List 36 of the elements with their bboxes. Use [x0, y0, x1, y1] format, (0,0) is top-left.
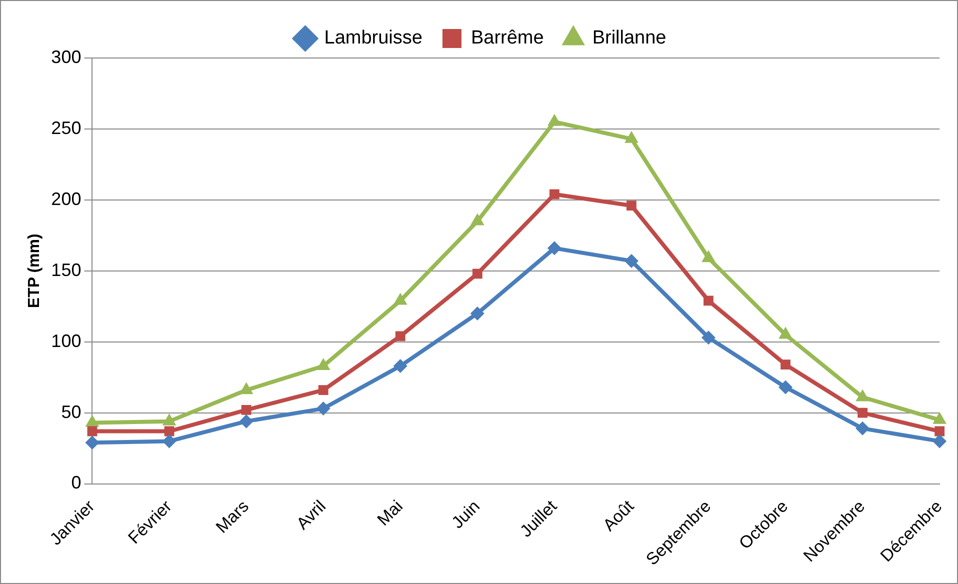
y-axis-title: ETP (mm): [26, 234, 44, 308]
point: [472, 268, 482, 279]
y-tick-label: 200: [51, 188, 82, 209]
y-tick-label: 50: [61, 402, 82, 422]
point: [934, 426, 945, 436]
point: [470, 306, 484, 320]
x-tick-label: Juin: [448, 496, 484, 532]
point: [393, 358, 408, 373]
point: [316, 402, 330, 416]
point: [778, 380, 793, 394]
point: [932, 434, 947, 448]
legend-label: Lambruisse: [324, 28, 422, 49]
x-tick-label: Mai: [374, 496, 406, 530]
point: [856, 421, 870, 436]
point: [395, 331, 406, 342]
point: [624, 254, 638, 268]
point: [87, 426, 98, 436]
point: [162, 434, 176, 448]
point: [239, 414, 254, 428]
point: [241, 405, 252, 415]
y-tick-label: 150: [51, 260, 82, 280]
y-tick-label: 250: [51, 118, 82, 138]
point: [549, 189, 560, 200]
legend-label: Barrême: [470, 28, 544, 49]
point: [547, 241, 562, 256]
point: [780, 360, 790, 370]
y-tick-label: 0: [71, 472, 82, 493]
point: [858, 408, 868, 418]
point: [318, 385, 328, 396]
point: [701, 330, 716, 345]
point: [85, 436, 100, 450]
y-tick-label: 100: [51, 330, 82, 351]
y-tick-label: 300: [51, 46, 82, 67]
point: [704, 296, 714, 306]
legend-label: Brillanne: [592, 28, 666, 49]
point: [626, 200, 636, 211]
